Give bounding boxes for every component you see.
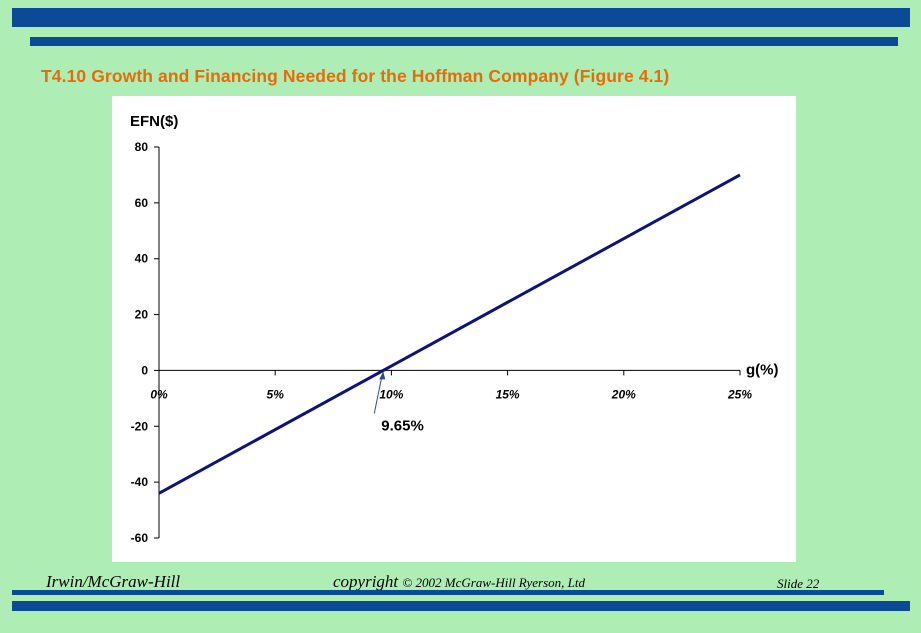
copyright-word: copyright xyxy=(333,572,399,591)
y-tick-label: 80 xyxy=(135,140,149,154)
y-tick-label: -40 xyxy=(131,475,149,489)
x-tick-label: 25% xyxy=(727,387,752,401)
slide-title: T4.10 Growth and Financing Needed for th… xyxy=(41,66,670,86)
footer-publisher: Irwin/McGraw-Hill xyxy=(46,572,181,591)
x-tick-label: 10% xyxy=(379,387,403,401)
annotation-label: 9.65% xyxy=(381,417,424,434)
bottom-banner-bar xyxy=(12,601,910,611)
top-banner-bar xyxy=(12,8,910,27)
bottom-accent-bar xyxy=(12,590,884,595)
y-tick-label: 40 xyxy=(135,252,149,266)
copyright-text: © 2002 McGraw-Hill Ryerson, Ltd xyxy=(402,575,586,590)
x-tick-label: 5% xyxy=(267,387,285,401)
x-tick-label: 20% xyxy=(611,387,636,401)
annotation-arrow-head xyxy=(379,371,386,380)
x-axis-title: g(%) xyxy=(746,361,779,378)
footer-copyright: copyright © 2002 McGraw-Hill Ryerson, Lt… xyxy=(333,572,585,592)
annotation-arrow-line xyxy=(373,374,383,414)
y-tick-label: 60 xyxy=(135,196,149,210)
x-tick-label: 15% xyxy=(496,387,520,401)
x-tick-label: 0% xyxy=(150,387,168,401)
y-tick-label: 0 xyxy=(141,363,148,377)
efn-series-line xyxy=(158,173,741,495)
y-tick-label: 20 xyxy=(135,308,149,322)
top-accent-bar xyxy=(30,37,898,46)
footer-slide-number: Slide 22 xyxy=(777,576,820,591)
y-axis-title: EFN($) xyxy=(130,113,178,130)
chart-panel: 80 60 40 20 0 -20 -40 -60 0% 5% 10% 15% 20% 25% EFN($)… xyxy=(112,96,796,562)
y-tick-label: -60 xyxy=(131,531,149,545)
efn-chart: 80 60 40 20 0 -20 -40 -60 0% 5% 10% 15% 20% 25% EFN($)… xyxy=(130,113,779,545)
y-tick-label: -20 xyxy=(131,419,149,433)
